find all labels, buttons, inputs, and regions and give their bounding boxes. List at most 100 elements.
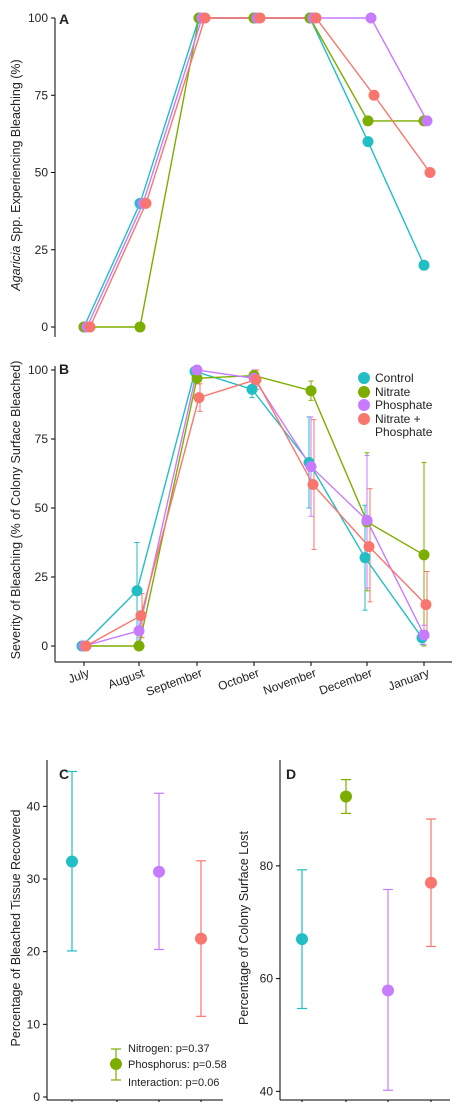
panel-b-point-nitratephosphate [250, 374, 262, 386]
panel-a-point-phosphate [421, 115, 433, 127]
panel-a-point-nitratephosphate [140, 197, 152, 209]
panel-b-point-nitratephosphate [80, 640, 92, 652]
panel-a-point-nitrate [134, 321, 146, 333]
panel-c: C Percentage of Bleached Tissue Recovere… [9, 760, 227, 1104]
panel-a: A Agaricia Spp. Experiencing Bleaching (… [9, 11, 436, 337]
panel-c-y-tick-label: 0 [33, 1090, 40, 1102]
panel-b-point-nitratephosphate [135, 610, 147, 622]
panel-b-point-nitratephosphate [307, 479, 319, 491]
panel-b-point-control [246, 383, 258, 395]
panel-d-point-phosphate [382, 984, 394, 997]
panel-c-letter: C [59, 766, 69, 782]
panel-a-point-control [418, 259, 430, 271]
panel-c-y-tick-label: 20 [27, 945, 41, 959]
panel-b-x-tick-label: September [144, 666, 204, 699]
panel-c-y-tick-label: 10 [27, 1017, 41, 1031]
panel-a-letter: A [59, 11, 69, 27]
panel-c-point-phosphate [153, 865, 165, 878]
panel-d-point-nitrate [340, 790, 352, 803]
panel-a-y-tick-label: 100 [28, 11, 48, 25]
panel-b-point-nitrate [191, 372, 203, 384]
panel-b-x-tick-label: November [261, 666, 318, 698]
legend-swatch-phosphate [358, 399, 370, 411]
panel-d-point-control [296, 933, 308, 946]
panel-b-point-phosphate [361, 514, 373, 526]
panel-a-point-nitratephosphate [424, 167, 436, 178]
panel-d-ylabel: Percentage of Colony Surface Lost [237, 831, 251, 1025]
panel-b-line-nitrate [84, 374, 425, 647]
panel-c-y-tick-label: 30 [27, 872, 41, 886]
panel-b-point-control [359, 552, 371, 564]
panel-a-line-nitratephosphate [89, 17, 431, 328]
panel-a-ylabel-rest: Spp. Experiencing Bleaching (%) [9, 59, 23, 245]
panel-a-point-nitratephosphate [368, 89, 380, 101]
panel-d-y-tick-label: 80 [260, 859, 274, 873]
panel-b-point-phosphate [305, 461, 317, 473]
panel-a-point-nitratephosphate [310, 12, 322, 24]
panel-a-ylabel-italic: Agaricia [9, 245, 23, 291]
annotation-point [110, 1058, 122, 1070]
legend-label-nitrate: Nitrate [375, 385, 411, 399]
panel-a-line-phosphate [86, 17, 428, 328]
panel-a-point-nitratephosphate [84, 321, 96, 333]
panel-b-point-phosphate [133, 625, 145, 637]
annotation-line: Interaction: p=0.06 [128, 1077, 219, 1089]
panel-a-y-tick-label: 0 [41, 320, 48, 334]
panel-b-y-tick-label: 100 [28, 363, 48, 377]
panel-b-x-tick-label: December [317, 666, 374, 698]
annotation-line: Phosphorus: p=0.58 [128, 1059, 227, 1071]
legend-swatch-nitrate [358, 386, 370, 398]
panel-d: D Percentage of Colony Surface Lost 40 60… [237, 760, 450, 1104]
panel-b-x-tick-label: October [216, 666, 261, 694]
annotation-line: Nitrogen: p=0.37 [128, 1043, 210, 1055]
panel-c-point-control [66, 855, 78, 868]
legend-swatch-control [358, 372, 370, 384]
panel-d-point-nitratephosphate [425, 876, 437, 889]
panel-b-point-nitratephosphate [363, 541, 375, 553]
panel-b-point-nitrate [305, 385, 317, 397]
panel-b-x-tick-label: August [106, 665, 147, 691]
panel-c-annotation: Nitrogen: p=0.37 Phosphorus: p=0.58 Intera… [110, 1043, 227, 1089]
legend-swatch-nitratephosphate [358, 413, 370, 425]
legend-label-nitratephosphate-line: Phosphate [375, 425, 433, 439]
panel-a-point-nitratephosphate [254, 12, 266, 24]
panel-b: B Severity of Bleaching (% of Colony Sur… [9, 361, 452, 699]
panel-b-x-tick-label: January [386, 666, 431, 694]
legend-label-nitratephosphate-line: Nitrate + [375, 412, 421, 426]
panel-a-point-phosphate [365, 12, 377, 24]
panel-a-line-control [83, 17, 425, 328]
panel-b-point-phosphate [418, 629, 430, 641]
legend-label-control: Control [375, 371, 414, 385]
panel-b-y-tick-label: 25 [35, 570, 49, 584]
panel-b-y-tick-label: 0 [41, 639, 48, 653]
panel-c-y-tick-label: 40 [27, 799, 41, 813]
panel-a-y-tick-label: 50 [35, 166, 49, 180]
panel-a-point-control [362, 136, 374, 148]
panel-b-point-phosphate [191, 364, 203, 376]
panel-a-point-nitratephosphate [199, 12, 211, 24]
panel-b-x-tick-label: July [66, 666, 91, 686]
panel-d-y-tick-label: 60 [260, 972, 274, 986]
panel-a-y-tick-label: 75 [35, 88, 49, 102]
panel-b-y-tick-label: 50 [35, 501, 49, 515]
panel-b-point-nitratephosphate [193, 392, 205, 404]
panel-a-ylabel: Agaricia Spp. Experiencing Bleaching (%) [9, 59, 23, 291]
legend-label-phosphate: Phosphate [375, 398, 433, 412]
panel-a-y-tick-label: 25 [35, 243, 49, 257]
panel-a-point-nitrate [362, 115, 374, 127]
panel-b-y-tick-label: 75 [35, 432, 49, 446]
panel-c-ylabel: Percentage of Bleached Tissue Recovered [9, 809, 23, 1046]
panel-c-point-nitratephosphate [195, 932, 207, 945]
panel-b-point-nitrate [133, 640, 145, 652]
panel-b-point-nitrate [418, 549, 430, 561]
panel-b-line-control [81, 370, 423, 647]
panel-b-line-phosphate [83, 369, 425, 647]
panel-b-point-control [131, 585, 143, 597]
panel-a-line-nitrate [84, 17, 424, 328]
panel-b-letter: B [59, 361, 69, 377]
panel-d-letter: D [286, 766, 296, 782]
panel-b-ylabel: Severity of Bleaching (% of Colony Surfa… [9, 361, 23, 660]
